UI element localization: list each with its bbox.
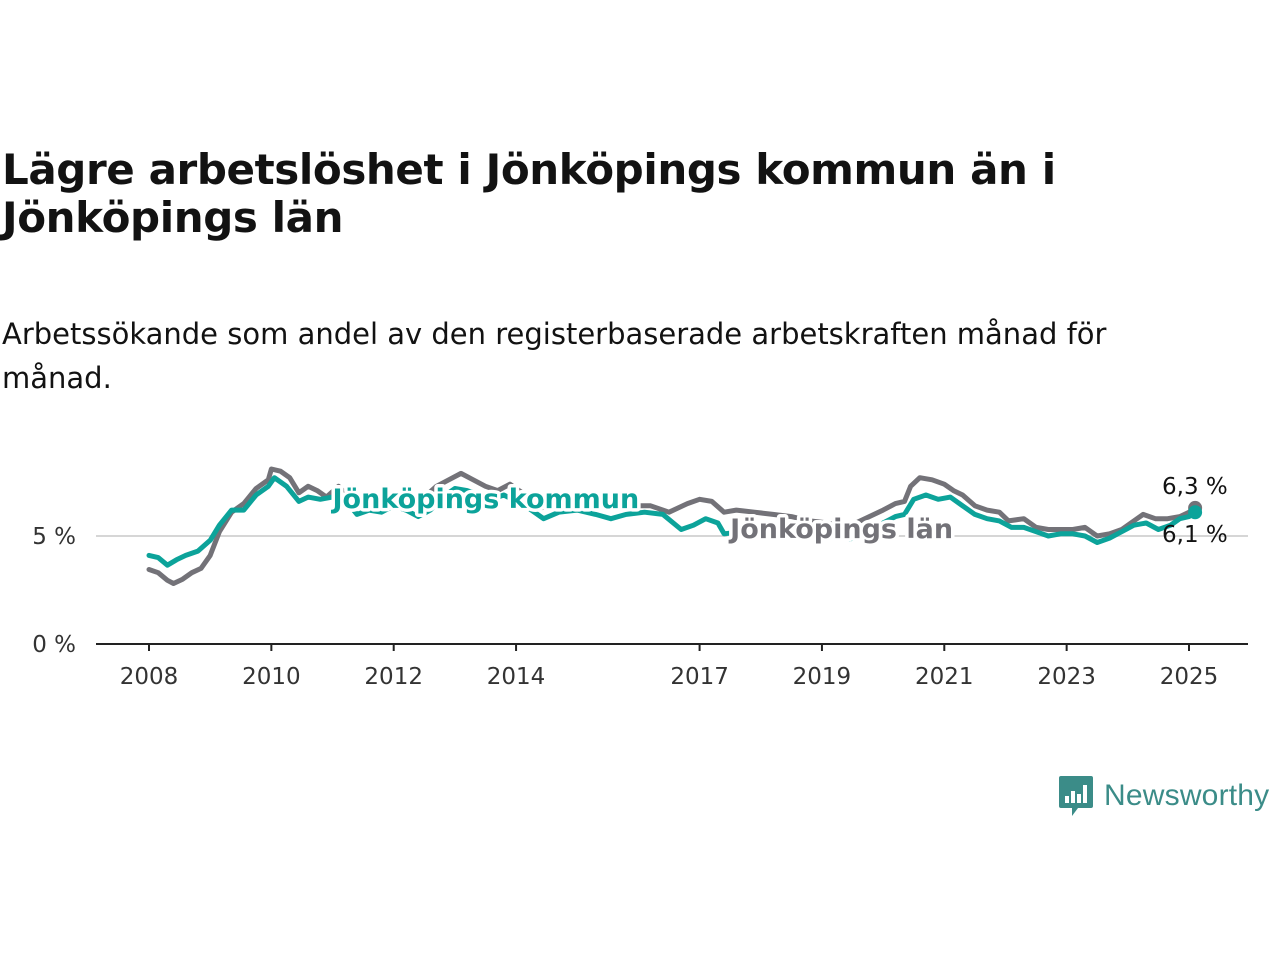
series-end-point-1 [1188,505,1203,520]
x-tick-label-8: 2025 [1160,664,1219,690]
x-tick-label-1: 2010 [242,664,301,690]
x-axis: 2008 2010 2012 2014 2017 2019 2021 2023 2025 [96,643,1248,690]
brand-name: Newsworthy [1104,779,1270,812]
y-tick-label-1: 5 % [32,524,76,550]
x-tick-label-5: 2019 [793,664,852,690]
end-value-label-0: 6,3 % [1162,474,1228,500]
newsworthy-logo: Newsworthy [1058,774,1269,818]
series-label-1: Jönköpings län [728,514,953,545]
x-tick-label-3: 2014 [487,664,546,690]
y-tick-label-0: 0 % [32,632,76,658]
series-label-0: Jönköpings kommun [331,484,640,515]
series-line-1 [146,475,1198,568]
chart-subtitle: Arbetssökande som andel av den registerb… [2,317,1107,395]
x-tick-label-0: 2008 [120,664,179,690]
chart-title: Lägre arbetslöshet i Jönköpings kommun ä… [2,145,1056,242]
x-tick-label-4: 2017 [670,664,729,690]
series-layer [146,466,1203,586]
bar-chart-speech-bubble-icon [1059,776,1093,816]
line-chart: 0 %5 % 2008 2010 2012 2014 2017 2019 2021 2023 2… [32,466,1248,690]
end-value-label-1: 6,1 % [1162,522,1228,548]
x-tick-label-2: 2012 [364,664,423,690]
series-line-0 [146,466,1198,586]
x-tick-label-6: 2021 [915,664,974,690]
x-tick-label-7: 2023 [1037,664,1096,690]
label-layer: Jönköpings kommun Jönköpings län 6,3 % 6,1 … [327,474,1228,549]
